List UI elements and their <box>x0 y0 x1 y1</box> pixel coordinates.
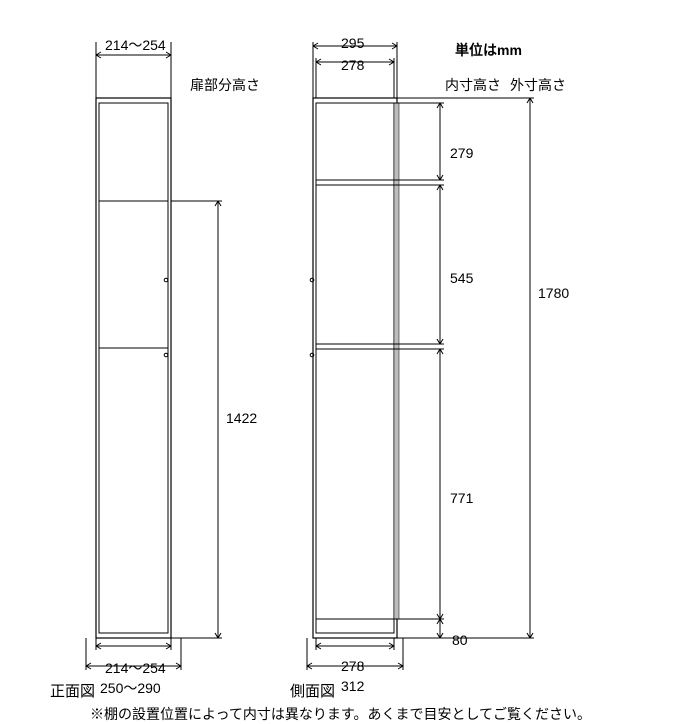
dim-door-height: 1422 <box>226 410 257 426</box>
dim-side-outer-h: 1780 <box>538 285 569 301</box>
dim-side-bot-outer: 312 <box>341 678 364 694</box>
dim-inner-0: 279 <box>450 145 473 161</box>
label-outer-height: 外寸高さ <box>510 75 566 95</box>
label-door-height: 扉部分高さ <box>190 75 260 95</box>
dim-side-top-inner: 278 <box>341 57 364 73</box>
dim-side-top-outer: 295 <box>341 35 364 51</box>
title-side: 側面図 <box>290 680 335 701</box>
dim-side-bot-inner: 278 <box>341 658 364 674</box>
dim-inner-3: 80 <box>452 632 468 648</box>
label-unit: 単位はmm <box>455 40 522 60</box>
dim-front-bot1: 214～254 <box>105 658 166 678</box>
technical-drawing <box>0 0 700 714</box>
dim-front-top: 214～254 <box>105 35 166 55</box>
dim-inner-1: 545 <box>450 270 473 286</box>
title-front: 正面図 <box>50 680 95 701</box>
dim-front-bot2: 250～290 <box>100 678 161 698</box>
label-inner-height: 内寸高さ <box>445 75 501 95</box>
dim-inner-2: 771 <box>450 490 473 506</box>
drawing-page: { "canvas": { "w": 700, "h": 714 }, "str… <box>0 0 700 714</box>
footnote: ※棚の設置位置によって内寸は異なります。あくまで目安としてご覧ください。 <box>90 704 591 724</box>
